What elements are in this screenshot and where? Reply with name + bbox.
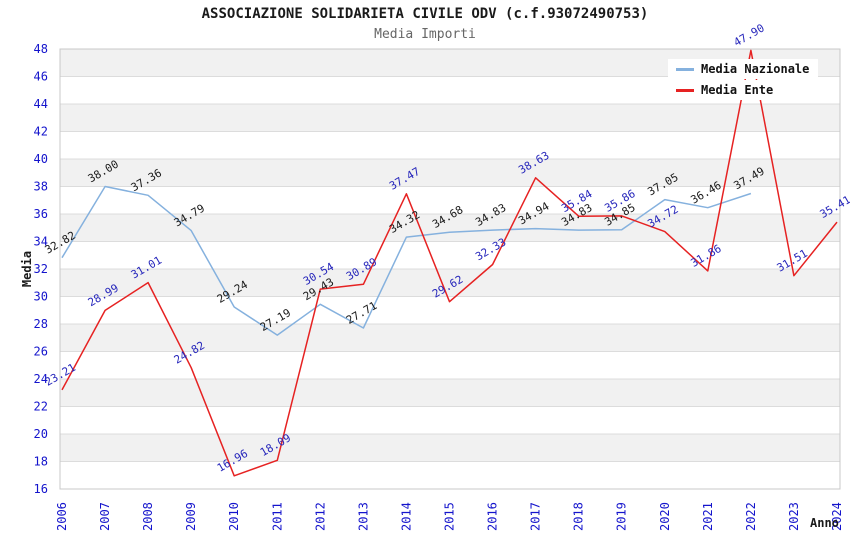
x-tick-label: 2006 — [55, 502, 69, 531]
x-tick-label: 2019 — [615, 502, 629, 531]
series-line-media-nazionale — [61, 185, 752, 336]
data-label: 47.90 — [732, 21, 767, 49]
y-tick-label: 38 — [34, 180, 48, 194]
plot-border — [59, 48, 841, 490]
y-tick-label: 16 — [34, 482, 48, 496]
y-tick-label: 42 — [34, 125, 48, 139]
plot-band — [60, 214, 840, 242]
y-tick-label: 20 — [34, 427, 48, 441]
legend-label-ente: Media Ente — [701, 83, 774, 97]
x-tick-label: 2013 — [356, 502, 370, 531]
chart-title: ASSOCIAZIONE SOLIDARIETA CIVILE ODV (c.f… — [201, 6, 649, 22]
y-axis-title: Media — [20, 251, 34, 287]
y-tick-label: 22 — [34, 400, 48, 414]
y-tick-label: 24 — [34, 372, 48, 386]
x-tick-label: 2007 — [98, 502, 112, 531]
x-tick-label: 2014 — [399, 502, 413, 531]
x-tick-label: 2009 — [184, 502, 198, 531]
legend-swatch-ente-icon — [676, 88, 694, 92]
y-tick-label: 30 — [34, 290, 48, 304]
x-tick-label: 2017 — [529, 502, 543, 531]
series-line-media-ente — [61, 49, 838, 477]
plot-band — [60, 104, 840, 132]
legend: Media Nazionale Media Ente — [668, 59, 819, 100]
y-tick-label: 32 — [34, 262, 48, 276]
x-tick-label: 2021 — [701, 502, 715, 531]
x-tick-label: 2015 — [443, 502, 457, 531]
plot-band — [60, 159, 840, 187]
legend-item-media-ente: Media Ente — [668, 80, 783, 100]
y-tick-label: 18 — [34, 455, 48, 469]
y-tick-label: 48 — [34, 42, 48, 56]
x-tick-label: 2018 — [572, 502, 586, 531]
legend-swatch-nazionale-icon — [676, 67, 694, 71]
legend-label-nazionale: Media Nazionale — [701, 62, 810, 76]
x-axis-title: Anno — [810, 516, 839, 530]
x-tick-label: 2012 — [313, 502, 327, 531]
x-tick-label: 2011 — [270, 502, 284, 531]
legend-item-media-nazionale: Media Nazionale — [668, 59, 819, 79]
plot-band — [60, 269, 840, 297]
x-tick-label: 2016 — [486, 502, 500, 531]
y-tick-label: 40 — [34, 152, 48, 166]
x-tick-label: 2008 — [141, 502, 155, 531]
y-tick-label: 46 — [34, 70, 48, 84]
chart-subtitle: Media Importi — [374, 27, 476, 42]
y-tick-label: 34 — [34, 235, 48, 249]
x-tick-label: 2024 — [830, 502, 844, 531]
x-tick-label: 2010 — [227, 502, 241, 531]
y-tick-label: 36 — [34, 207, 48, 221]
x-tick-label: 2023 — [787, 502, 801, 531]
plot-band — [60, 324, 840, 352]
plot-band — [60, 186, 840, 214]
x-tick-label: 2022 — [744, 502, 758, 531]
y-tick-label: 28 — [34, 317, 48, 331]
y-tick-label: 44 — [34, 97, 48, 111]
plot-band — [60, 434, 840, 462]
plot-band — [60, 131, 840, 159]
plot-band — [60, 241, 840, 269]
plot-band — [60, 406, 840, 434]
plot-band — [60, 461, 840, 489]
y-tick-label: 26 — [34, 345, 48, 359]
plot-band — [60, 379, 840, 407]
x-tick-label: 2020 — [658, 502, 672, 531]
